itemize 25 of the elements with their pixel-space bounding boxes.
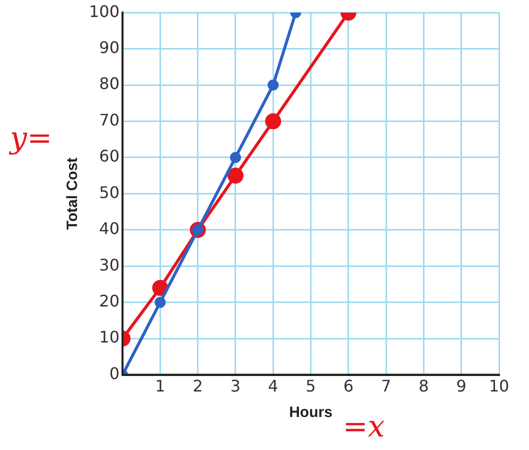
x-tick-label: 5: [306, 376, 316, 396]
x-tick-label: 7: [380, 376, 392, 396]
x-tick-label: 3: [230, 376, 241, 396]
y-tick-label: 70: [99, 110, 120, 130]
y-tick-label: 60: [99, 146, 120, 166]
y-tick-label: 90: [99, 38, 120, 57]
text: =x: [342, 410, 385, 445]
x-tick-label: 9: [456, 376, 466, 396]
x-tick-label: 1: [155, 376, 166, 396]
y-axis-title: Total Cost: [64, 158, 82, 230]
x-tick-label: 8: [418, 376, 429, 396]
x-tick-label: 2: [192, 376, 203, 396]
y-tick-label: 50: [99, 182, 120, 202]
y-tick-label: 80: [99, 74, 120, 94]
y-tick-label: 100: [88, 2, 120, 21]
x-axis-title: Hours: [289, 404, 332, 422]
x-tick-label: 4: [268, 376, 278, 396]
x-tick-label: 6: [343, 376, 354, 396]
y-tick-label: 40: [99, 219, 120, 238]
y-tick-label: 10: [99, 328, 120, 347]
y-tick-label: 30: [99, 255, 120, 274]
y-tick-label: 20: [99, 292, 120, 311]
x-tick-label: 10: [488, 376, 510, 396]
y-tick-label: 0: [109, 364, 120, 383]
text: y=: [8, 120, 52, 156]
